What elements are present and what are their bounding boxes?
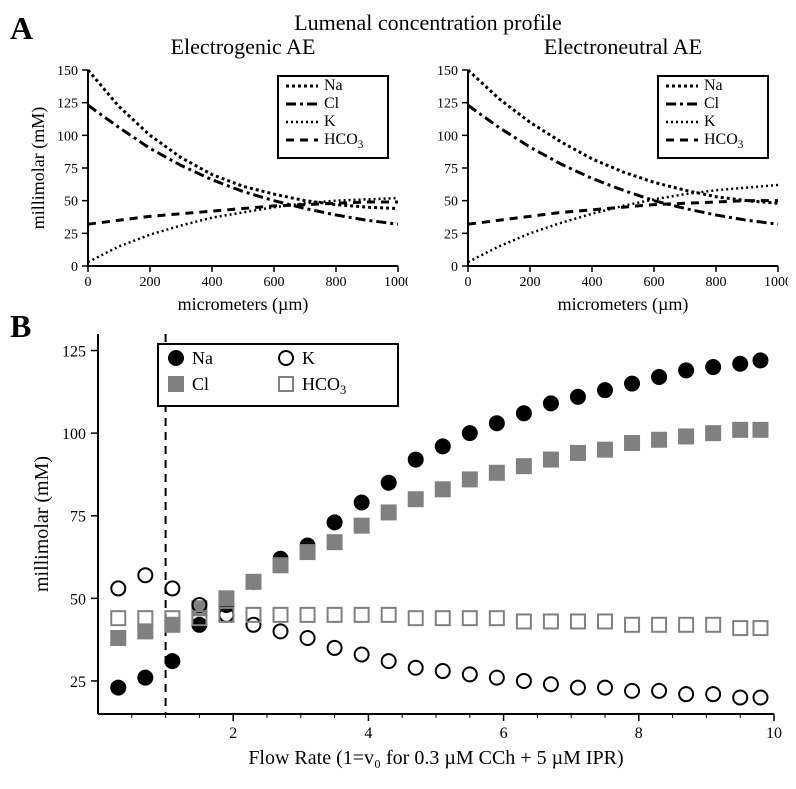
svg-text:125: 125 xyxy=(437,97,458,112)
svg-text:Flow Rate (1=v₀ for 0.3 µM CCh: Flow Rate (1=v₀ for 0.3 µM CCh + 5 µM IP… xyxy=(248,747,623,769)
svg-text:K: K xyxy=(704,113,716,130)
svg-text:400: 400 xyxy=(202,275,223,290)
svg-text:1000: 1000 xyxy=(764,275,788,290)
panel-a-label: A xyxy=(10,10,33,47)
svg-text:Electroneutral AE: Electroneutral AE xyxy=(544,36,702,59)
svg-text:100: 100 xyxy=(57,129,78,144)
svg-text:125: 125 xyxy=(57,97,78,112)
svg-text:1000: 1000 xyxy=(384,275,408,290)
svg-text:800: 800 xyxy=(326,275,347,290)
svg-text:2: 2 xyxy=(229,725,237,742)
svg-text:0: 0 xyxy=(451,260,458,275)
svg-text:800: 800 xyxy=(706,275,727,290)
svg-text:25: 25 xyxy=(444,227,458,242)
svg-text:200: 200 xyxy=(520,275,541,290)
panel-a-left-chart: Electrogenic AE 0 200 400 600 800 1000 0 25 50 75 1… xyxy=(28,36,408,316)
svg-text:125: 125 xyxy=(62,344,86,361)
svg-text:Na: Na xyxy=(324,77,343,94)
svg-text:25: 25 xyxy=(70,674,86,691)
svg-text:millimolar (mM): millimolar (mM) xyxy=(28,107,49,229)
svg-text:Electrogenic AE: Electrogenic AE xyxy=(171,36,316,59)
svg-text:150: 150 xyxy=(437,64,458,79)
svg-text:600: 600 xyxy=(264,275,285,290)
svg-text:50: 50 xyxy=(444,195,458,210)
panel-a-title: Lumenal concentration profile xyxy=(10,10,786,36)
svg-text:Na: Na xyxy=(192,348,213,368)
svg-text:50: 50 xyxy=(70,591,86,608)
svg-text:K: K xyxy=(324,113,336,130)
svg-text:Cl: Cl xyxy=(324,95,340,112)
svg-text:100: 100 xyxy=(62,426,86,443)
panel-b-chart: 2 4 6 8 10 25 50 75 100 125 Flow Rate (1=v₀ for 0.… xyxy=(10,316,786,772)
svg-text:4: 4 xyxy=(364,725,372,742)
panel-a-right-chart: Electroneutral AE 0 200 400 600 800 1000 0 25 50 7… xyxy=(408,36,788,316)
svg-text:6: 6 xyxy=(500,725,508,742)
svg-text:HCO3: HCO3 xyxy=(302,374,346,397)
svg-text:Na: Na xyxy=(704,77,723,94)
svg-text:150: 150 xyxy=(57,64,78,79)
svg-text:Cl: Cl xyxy=(704,95,720,112)
svg-text:400: 400 xyxy=(582,275,603,290)
svg-text:75: 75 xyxy=(444,162,458,177)
svg-text:0: 0 xyxy=(85,275,92,290)
svg-text:600: 600 xyxy=(644,275,665,290)
svg-text:75: 75 xyxy=(64,162,78,177)
svg-text:millimolar (mM): millimolar (mM) xyxy=(31,456,53,592)
svg-text:micrometers (µm): micrometers (µm) xyxy=(558,294,689,315)
svg-text:75: 75 xyxy=(70,509,86,526)
svg-text:8: 8 xyxy=(635,725,643,742)
svg-text:micrometers (µm): micrometers (µm) xyxy=(178,294,309,315)
svg-text:25: 25 xyxy=(64,227,78,242)
svg-text:0: 0 xyxy=(465,275,472,290)
svg-text:10: 10 xyxy=(766,725,782,742)
svg-text:50: 50 xyxy=(64,195,78,210)
svg-text:200: 200 xyxy=(140,275,161,290)
svg-text:0: 0 xyxy=(71,260,78,275)
svg-text:K: K xyxy=(302,348,315,368)
svg-text:100: 100 xyxy=(437,129,458,144)
panel-b-label: B xyxy=(10,308,31,345)
svg-text:Cl: Cl xyxy=(192,374,209,394)
